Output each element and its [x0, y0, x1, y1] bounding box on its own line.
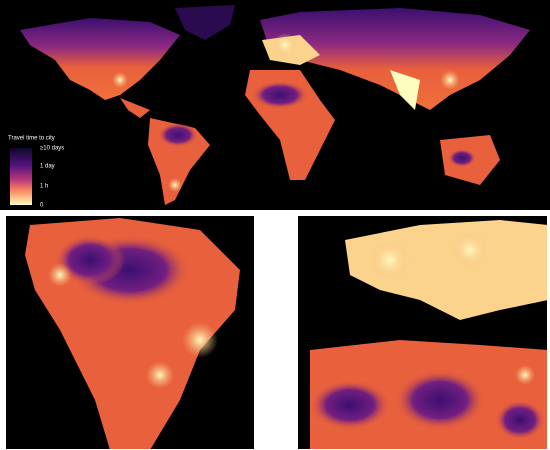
world-map: [0, 0, 550, 210]
legend-label: 1 h: [40, 184, 48, 190]
legend-title: Travel time to city: [8, 136, 55, 142]
europe-africa-map: [296, 214, 549, 450]
color-bar: [10, 148, 32, 205]
legend: Travel time to city ≥10 days 1 day 1 h 0: [8, 136, 64, 209]
legend-label: ≥10 days: [40, 146, 64, 152]
legend-label: 0: [40, 203, 44, 209]
legend-label: 1 day: [40, 164, 55, 170]
south-america-map: [4, 214, 256, 450]
